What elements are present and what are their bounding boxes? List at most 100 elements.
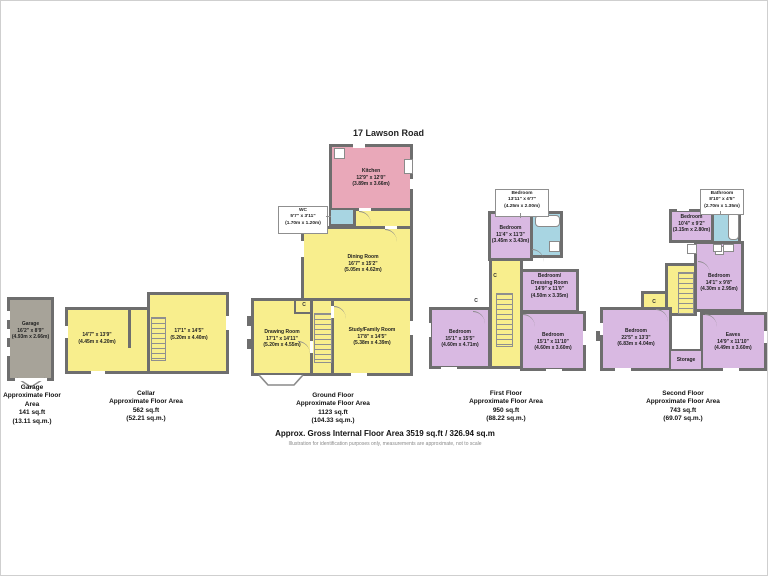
page-title: 17 Lawson Road <box>352 128 424 138</box>
window-gap <box>410 321 413 335</box>
floor-area-m: (104.33 sq.m.) <box>311 417 355 425</box>
room-dims: 16'2" x 8'9" <box>17 327 44 334</box>
window-gap <box>723 368 739 371</box>
floor-name: First Floor <box>489 390 523 397</box>
room-dims-metric: (4.50m x 3.35m) <box>530 292 569 299</box>
room-name: Bathroom <box>710 191 734 196</box>
floor-area-label: Approximate Floor Area <box>109 398 183 406</box>
room-name: Bedroom <box>499 225 522 231</box>
door-gap <box>331 306 334 318</box>
room-dims: 8'10" x 4'5" <box>709 197 735 203</box>
room-wc <box>329 208 356 226</box>
floor-area-ft: 562 sq.ft <box>132 406 160 414</box>
floor-footer-first: First Floor Approximate Floor Area 950 s… <box>446 390 566 424</box>
room-name: Study/Family Room <box>348 327 396 333</box>
room-study <box>331 298 413 376</box>
floor-area-ft: 141 sq.ft <box>18 409 46 417</box>
floor-area-m: (13.11 sq.m.) <box>12 417 52 425</box>
room-bedroom-2f-middle <box>694 241 744 312</box>
room-name: Bedroom <box>449 329 471 335</box>
stairs <box>314 313 332 363</box>
room-dims: 14'1" x 9'8" <box>705 279 733 286</box>
floor-footer-cellar: Cellar Approximate Floor Area 562 sq.ft … <box>96 390 196 424</box>
window-gap <box>91 371 105 374</box>
gross-area-text: Approx. Gross Internal Floor Area 3519 s… <box>275 429 495 438</box>
room-label: Drawing Room 17'1" x 14'11" (5.20m x 4.5… <box>253 329 311 349</box>
room-name: Bedroom <box>542 332 564 338</box>
floor-area-m: (69.07 sq.m.) <box>663 415 703 423</box>
room-dims: 14'7" x 13'9" <box>82 332 112 338</box>
bathroom-callout-2f: Bathroom 8'10" x 4'5" (2.70m x 1.35m) <box>700 189 744 215</box>
floor-name: Ground Floor <box>312 392 354 399</box>
room-label: 14'7" x 13'9" (4.45m x 4.20m) <box>71 332 123 345</box>
wc-callout: WC 5'7" x 3'11" (1.70m x 1.20m) <box>278 206 328 234</box>
closet-marker: C <box>493 273 497 279</box>
room-dims-metric: (4.49m x 3.60m) <box>714 345 752 351</box>
floor-area-ft: 1123 sq.ft <box>318 408 348 416</box>
floor-footer-ground: Ground Floor Approximate Floor Area 1123… <box>273 392 393 426</box>
room-dims-metric: (5.20m x 4.55m) <box>263 342 301 348</box>
room-dims: 22'5" x 13'3" <box>621 334 651 341</box>
room-dims-metric: (3.15m x 2.80m) <box>672 227 711 233</box>
room-label: Bedroom 11'4" x 11'3" (3.45m x 3.43m) <box>488 225 533 245</box>
room-dims-metric: (4.60m x 4.71m) <box>441 342 479 348</box>
room-name-2: Dressing Room <box>531 279 568 286</box>
room-label: Storage <box>670 357 702 364</box>
appliance-icon <box>723 244 734 252</box>
room-dims: 13'11" x 6'7" <box>508 197 536 203</box>
room-name: Bedroom <box>511 191 533 196</box>
room-name: Garage <box>21 321 40 327</box>
room-label: Bedroom 10'4" x 9'2" (3.15m x 2.80m) <box>669 214 714 234</box>
window-gap <box>7 347 10 356</box>
room-bedroom-2f-bottomleft <box>600 307 672 371</box>
stairs <box>496 293 513 347</box>
room-label: 17'1" x 14'5" (5.20m x 4.40m) <box>161 328 217 341</box>
room-dims-metric: (5.20m x 4.40m) <box>170 334 208 341</box>
room-label: Garage 16'2" x 8'9" (4.93m x 2.66m) <box>9 321 52 341</box>
room-label: Bedroom 22'5" x 13'3" (6.83m x 4.04m) <box>604 328 668 348</box>
room-name: Bedroom <box>625 328 647 334</box>
callout-connector <box>326 216 331 217</box>
room-dims: 17'1" x 14'5" <box>174 328 204 334</box>
floor-footer-garage: Garage Approximate Floor Area 141 sq.ft … <box>1 384 63 426</box>
window-gap <box>428 323 431 337</box>
room-label: Bedroom 14'1" x 9'8" (4.30m x 2.95m) <box>695 273 743 293</box>
floor-area-m: (88.22 sq.m.) <box>486 415 526 423</box>
bay-window <box>258 374 304 386</box>
closet-wall <box>294 300 296 314</box>
room-dims: 12'9" x 12'0" <box>356 174 386 181</box>
room-dims-metric: (1.70m x 1.20m) <box>285 220 321 226</box>
stairs <box>678 272 694 314</box>
wall-segment <box>128 310 131 348</box>
closet-marker: C <box>474 298 478 304</box>
room-dims: 11'4" x 11'3" <box>496 231 525 238</box>
room-label: Bedroom/ Dressing Room 14'9" x 11'0" (4.… <box>522 273 577 299</box>
chimney-breast <box>596 331 600 341</box>
roof-window-icon <box>687 244 697 254</box>
floor-name: Garage <box>20 384 44 391</box>
room-name: WC <box>299 208 307 213</box>
room-name: Storage <box>676 357 696 363</box>
floor-area-ft: 743 sq.ft <box>669 406 697 414</box>
room-dims-metric: (4.30m x 2.95m) <box>700 286 738 292</box>
door-gap <box>385 226 397 229</box>
hob-icon <box>334 148 345 159</box>
appliance-icon <box>713 244 722 252</box>
window-gap <box>546 369 562 372</box>
room-dims-metric: (6.83m x 4.04m) <box>617 341 655 347</box>
room-dims: 17'1" x 14'11" <box>266 335 298 342</box>
window-gap <box>65 326 68 338</box>
room-dims-metric: (5.05m x 4.62m) <box>344 267 382 273</box>
room-name: Drawing Room <box>264 329 300 335</box>
room-name: Eaves <box>725 332 741 338</box>
floor-name: Second Floor <box>662 390 704 397</box>
floor-area-m: (52.21 sq.m.) <box>126 415 166 423</box>
room-dims-metric: (3.45m x 3.43m) <box>491 238 530 244</box>
disclaimer-text: Illustration for identification purposes… <box>288 441 482 447</box>
room-garage <box>7 297 54 381</box>
closet-marker: C <box>302 302 306 308</box>
window-gap <box>677 208 689 211</box>
garage-door-gap <box>15 378 47 381</box>
room-name: Dining Room <box>347 254 379 260</box>
window-gap <box>226 316 229 330</box>
